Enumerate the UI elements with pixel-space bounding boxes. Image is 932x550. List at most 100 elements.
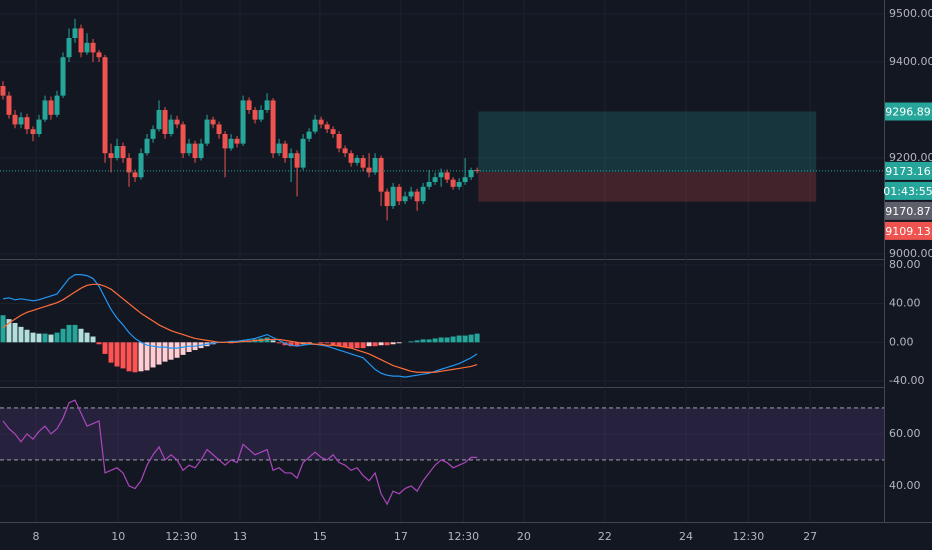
candle-body — [84, 42, 90, 53]
y-tick-label: 9500.00 — [889, 7, 932, 20]
histogram-bar — [414, 340, 420, 343]
price-badge — [885, 102, 932, 121]
candle-body — [384, 191, 390, 207]
candle-body — [36, 119, 42, 135]
histogram-bar — [342, 342, 348, 348]
candle-body — [228, 138, 234, 149]
candle-body — [426, 182, 432, 187]
histogram-bar — [390, 342, 396, 345]
y-tick-label: 9400.00 — [889, 55, 932, 68]
candle-body — [378, 158, 384, 192]
histogram-bar — [408, 341, 414, 343]
candle-body — [174, 119, 180, 125]
candle-body — [156, 110, 162, 130]
candle-body — [30, 129, 36, 135]
rsi-band — [0, 407, 884, 460]
x-tick-label: 10 — [111, 530, 125, 543]
y-tick-label: 9200.00 — [889, 151, 932, 164]
candle-body — [180, 124, 186, 154]
histogram-bar — [294, 342, 300, 347]
candle-body — [354, 158, 360, 163]
loss-zone — [478, 171, 817, 202]
x-tick-label: 12:30 — [165, 530, 197, 543]
histogram-bar — [72, 324, 78, 343]
candle-body — [360, 158, 366, 168]
signal-line — [2, 283, 478, 373]
candle-body — [414, 191, 420, 202]
profit-zone — [478, 111, 817, 172]
histogram-bar — [444, 337, 450, 343]
y-tick-label: 9000.00 — [889, 247, 932, 260]
candle-body — [240, 100, 246, 144]
histogram-bar — [324, 342, 330, 344]
price-badge-label: 9296.89 — [885, 106, 931, 119]
candle-body — [306, 131, 312, 139]
histogram-bar — [12, 322, 18, 343]
histogram-bar — [432, 338, 438, 343]
histogram-bar — [36, 333, 42, 343]
candle-body — [114, 146, 120, 159]
candle-body — [264, 100, 270, 111]
histogram-bar — [336, 342, 342, 347]
histogram-bar — [168, 342, 174, 360]
candle-body — [12, 114, 18, 125]
candle-body — [444, 172, 450, 180]
candle-body — [432, 177, 438, 183]
candle-body — [210, 119, 216, 125]
histogram-bar — [396, 342, 402, 344]
histogram-bar — [450, 336, 456, 343]
candle-body — [162, 110, 168, 135]
histogram-bar — [354, 342, 360, 349]
candle-body — [348, 153, 354, 163]
candle-body — [456, 182, 462, 187]
histogram-bar — [174, 342, 180, 358]
price-badge-label: 9170.87 — [885, 205, 931, 218]
price-badge-label: 9173.16 — [885, 165, 931, 178]
histogram-bar — [0, 315, 6, 343]
x-tick-label: 12:30 — [447, 530, 479, 543]
histogram-bar — [384, 342, 390, 346]
histogram-bar — [162, 342, 168, 362]
candle-body — [72, 28, 78, 39]
histogram-bar — [90, 336, 96, 343]
candle-body — [48, 100, 54, 115]
x-tick-label: 15 — [313, 530, 327, 543]
candle-body — [312, 119, 318, 132]
histogram-bar — [138, 342, 144, 372]
candle-body — [42, 100, 48, 120]
candle-body — [126, 158, 132, 173]
candle-body — [216, 124, 222, 135]
y-tick-label: 80.00 — [889, 258, 921, 271]
y-tick-label: 60.00 — [889, 427, 921, 440]
candle-body — [300, 138, 306, 168]
candle-body — [450, 179, 456, 187]
x-tick-label: 24 — [679, 530, 693, 543]
histogram-bar — [78, 328, 84, 343]
candle-body — [246, 100, 252, 111]
candle-body — [288, 153, 294, 159]
candle-body — [258, 110, 264, 120]
candle-body — [6, 95, 12, 115]
histogram-bar — [378, 342, 384, 346]
candle-body — [294, 153, 300, 168]
histogram-bar — [6, 319, 12, 343]
candle-body — [186, 143, 192, 154]
x-tick-label: 27 — [803, 530, 817, 543]
price-badge — [885, 161, 932, 180]
countdown-badge — [885, 181, 932, 200]
x-tick-label: 12:30 — [733, 530, 765, 543]
histogram-bar — [318, 342, 324, 344]
histogram-bar — [54, 332, 60, 343]
candle-body — [330, 129, 336, 135]
histogram-bar — [366, 342, 372, 347]
histogram-bar — [120, 342, 126, 369]
histogram-bar — [180, 342, 186, 355]
histogram-bar — [126, 342, 132, 372]
histogram-bar — [48, 334, 54, 343]
histogram-bar — [288, 342, 294, 347]
macd-line — [2, 274, 478, 378]
candle-body — [168, 119, 174, 135]
histogram-bar — [360, 342, 366, 349]
x-tick-label: 17 — [394, 530, 408, 543]
x-tick-label: 20 — [517, 530, 531, 543]
